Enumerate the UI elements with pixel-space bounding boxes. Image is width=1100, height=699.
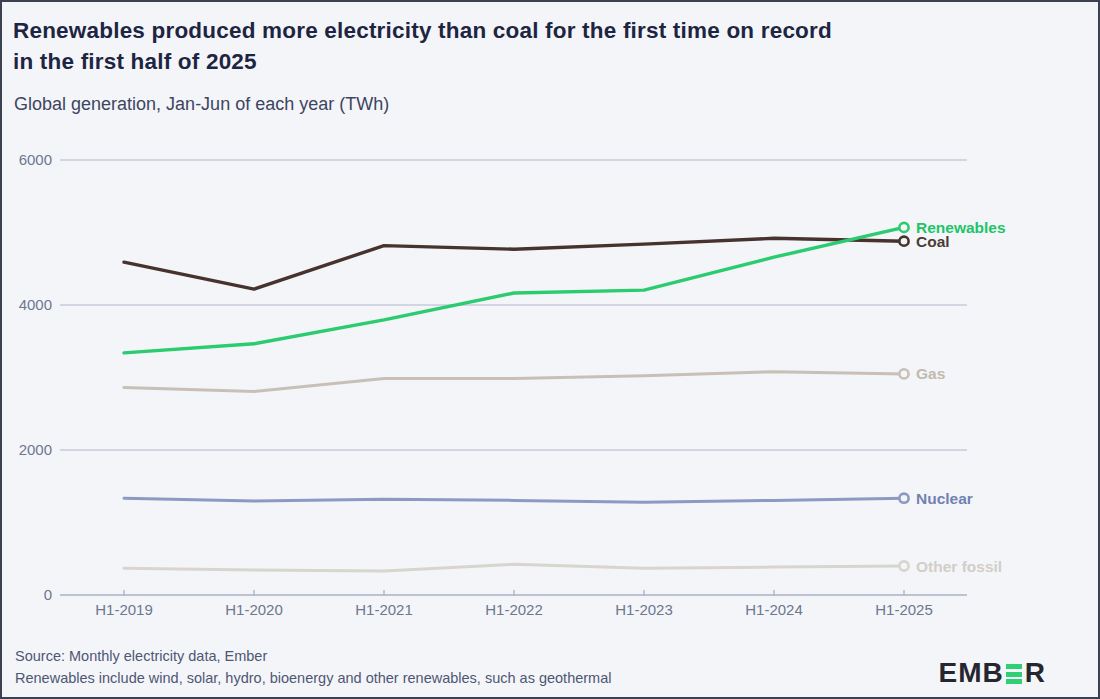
x-tick-label-h1-2022: H1-2022: [485, 601, 543, 618]
y-tick-label-4000: 4000: [19, 296, 52, 313]
series-group: [124, 227, 904, 571]
endpoint-marker-nuclear: [899, 494, 908, 503]
line-gas: [124, 372, 904, 392]
endpoint-marker-coal: [899, 237, 908, 246]
y-tick-label-2000: 2000: [19, 441, 52, 458]
endpoint-marker-renewables: [899, 223, 908, 232]
series-label-gas: Gas: [916, 365, 945, 382]
ember-green-e-icon: [1006, 664, 1022, 684]
y-tick-label-0: 0: [44, 586, 52, 603]
line-renewables: [124, 227, 904, 353]
y-tick-label-6000: 6000: [19, 151, 52, 168]
axis-labels-group: 0 2000 4000 6000 H1-2019 H1-2020 H1-2021 H1-202…: [19, 151, 933, 618]
source-note: Source: Monthly electricity data, Ember: [15, 645, 611, 667]
x-tick-label-h1-2025: H1-2025: [875, 601, 933, 618]
line-nuclear: [124, 498, 904, 502]
line-chart: 0 2000 4000 6000 H1-2019 H1-2020 H1-2021 H1-202…: [2, 2, 1100, 699]
endpoint-marker-gas: [899, 369, 908, 378]
chart-card: Renewables produced more electricity tha…: [0, 0, 1100, 699]
line-other-fossil: [124, 564, 904, 571]
series-label-renewables: Renewables: [916, 219, 1006, 236]
ember-logo-text-right: R: [1025, 657, 1046, 689]
x-tick-label-h1-2021: H1-2021: [355, 601, 413, 618]
line-coal: [124, 238, 904, 289]
x-tick-label-h1-2023: H1-2023: [615, 601, 673, 618]
ember-logo: EMB R: [939, 657, 1046, 689]
renewables-note: Renewables include wind, solar, hydro, b…: [15, 667, 611, 689]
series-label-other-fossil: Other fossil: [916, 558, 1002, 575]
x-tick-label-h1-2019: H1-2019: [95, 601, 153, 618]
x-tick-label-h1-2020: H1-2020: [225, 601, 283, 618]
ember-logo-text-left: EMB: [939, 657, 1004, 689]
series-label-nuclear: Nuclear: [916, 490, 973, 507]
series-labels-group: Other fossilNuclearGasCoalRenewables: [899, 219, 1005, 575]
footer: Source: Monthly electricity data, Ember …: [15, 645, 611, 689]
x-tick-label-h1-2024: H1-2024: [745, 601, 803, 618]
endpoint-marker-other-fossil: [899, 561, 908, 570]
